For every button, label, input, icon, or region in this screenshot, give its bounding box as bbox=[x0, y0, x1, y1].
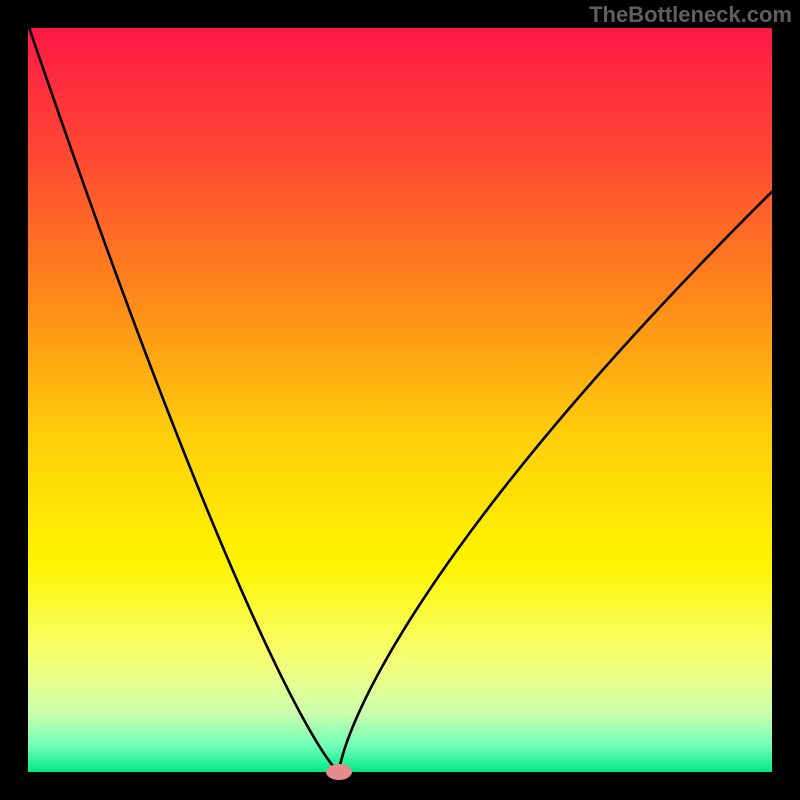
plot-background bbox=[28, 28, 772, 772]
watermark-text: TheBottleneck.com bbox=[589, 2, 792, 28]
minimum-marker bbox=[326, 764, 352, 780]
bottom-border-mask bbox=[0, 772, 800, 800]
bottleneck-chart bbox=[0, 0, 800, 800]
right-border-mask bbox=[772, 0, 800, 800]
left-border-mask bbox=[0, 0, 28, 800]
